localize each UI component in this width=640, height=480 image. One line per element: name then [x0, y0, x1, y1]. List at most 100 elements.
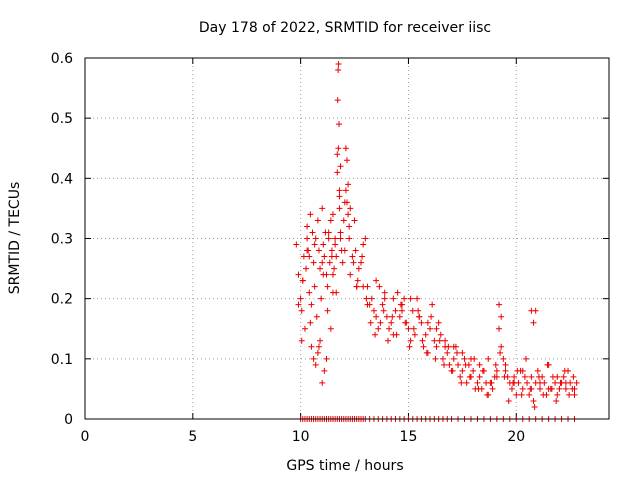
data-point — [327, 325, 334, 332]
data-point — [435, 319, 442, 326]
data-point — [346, 235, 353, 242]
data-point — [298, 337, 305, 344]
data-point — [522, 355, 529, 362]
data-point — [394, 289, 401, 296]
data-point — [341, 247, 348, 254]
data-point — [462, 361, 469, 368]
data-point — [402, 319, 409, 326]
data-point — [514, 367, 521, 374]
data-point — [511, 373, 518, 380]
data-point — [367, 319, 374, 326]
data-point — [496, 301, 503, 308]
data-point — [319, 379, 326, 386]
data-point — [508, 385, 515, 392]
data-point — [545, 385, 552, 392]
data-point — [319, 259, 326, 266]
data-point — [405, 325, 412, 332]
data-point — [309, 229, 316, 236]
data-point — [488, 379, 495, 386]
data-point — [384, 337, 391, 344]
data-point — [342, 187, 349, 194]
data-point — [307, 319, 314, 326]
data-point — [344, 199, 350, 206]
data-point — [446, 361, 453, 368]
data-point — [410, 325, 417, 332]
data-point — [351, 217, 358, 224]
data-point — [383, 313, 390, 320]
data-point — [321, 253, 328, 260]
data-point — [485, 355, 492, 362]
data-point — [311, 283, 318, 290]
data-point — [531, 403, 538, 410]
data-point — [556, 385, 563, 392]
data-point — [373, 277, 380, 284]
data-point — [489, 385, 496, 392]
data-point — [295, 301, 302, 308]
data-point — [337, 235, 344, 242]
y-tick-label: 0.3 — [51, 232, 73, 248]
data-point — [312, 235, 319, 242]
data-point — [407, 295, 414, 302]
data-point — [496, 325, 503, 332]
data-point — [320, 271, 327, 278]
data-point — [363, 295, 370, 302]
data-point — [461, 355, 468, 362]
data-point — [423, 349, 430, 356]
data-point — [360, 283, 367, 290]
data-point — [502, 367, 509, 374]
data-point — [314, 217, 321, 224]
data-point — [528, 373, 535, 380]
data-point — [317, 265, 324, 272]
data-point — [442, 337, 449, 344]
data-point — [388, 319, 395, 326]
data-point — [347, 205, 354, 212]
data-point — [334, 97, 341, 104]
data-point — [422, 331, 429, 338]
data-point — [445, 343, 452, 350]
x-tick-label: 5 — [188, 429, 197, 445]
data-point — [304, 235, 311, 242]
data-point — [475, 385, 482, 392]
data-point — [334, 151, 341, 158]
data-point — [337, 229, 344, 236]
x-tick-label: 20 — [507, 429, 525, 445]
data-point — [362, 235, 369, 242]
data-point — [360, 241, 367, 248]
x-tick-label: 0 — [81, 429, 90, 445]
data-point — [390, 295, 397, 302]
data-point — [457, 373, 464, 380]
grid-lines — [85, 58, 609, 419]
data-point — [500, 355, 507, 362]
data-point — [573, 379, 580, 386]
data-point — [373, 313, 380, 320]
data-point — [571, 391, 578, 398]
data-point — [297, 295, 304, 302]
data-point — [406, 343, 413, 350]
data-point — [424, 319, 431, 326]
data-point — [544, 361, 551, 368]
data-point — [344, 157, 350, 164]
data-point — [327, 217, 334, 224]
data-point — [368, 295, 375, 302]
plot-frame — [84, 57, 610, 420]
data-point — [511, 379, 518, 386]
data-point — [306, 289, 313, 296]
data-point — [323, 355, 330, 362]
data-point — [398, 307, 405, 314]
data-point — [470, 367, 477, 374]
data-point — [459, 367, 466, 374]
data-point — [293, 241, 300, 248]
data-point — [339, 259, 346, 266]
data-point — [505, 397, 512, 404]
data-point — [524, 379, 531, 386]
data-point — [332, 235, 339, 242]
data-point — [345, 211, 352, 218]
data-point — [349, 253, 356, 260]
data-point — [553, 397, 560, 404]
data-point — [552, 379, 559, 386]
data-point — [314, 349, 321, 356]
data-point — [566, 391, 573, 398]
y-tick-label: 0.6 — [51, 51, 73, 67]
data-point — [353, 283, 360, 290]
